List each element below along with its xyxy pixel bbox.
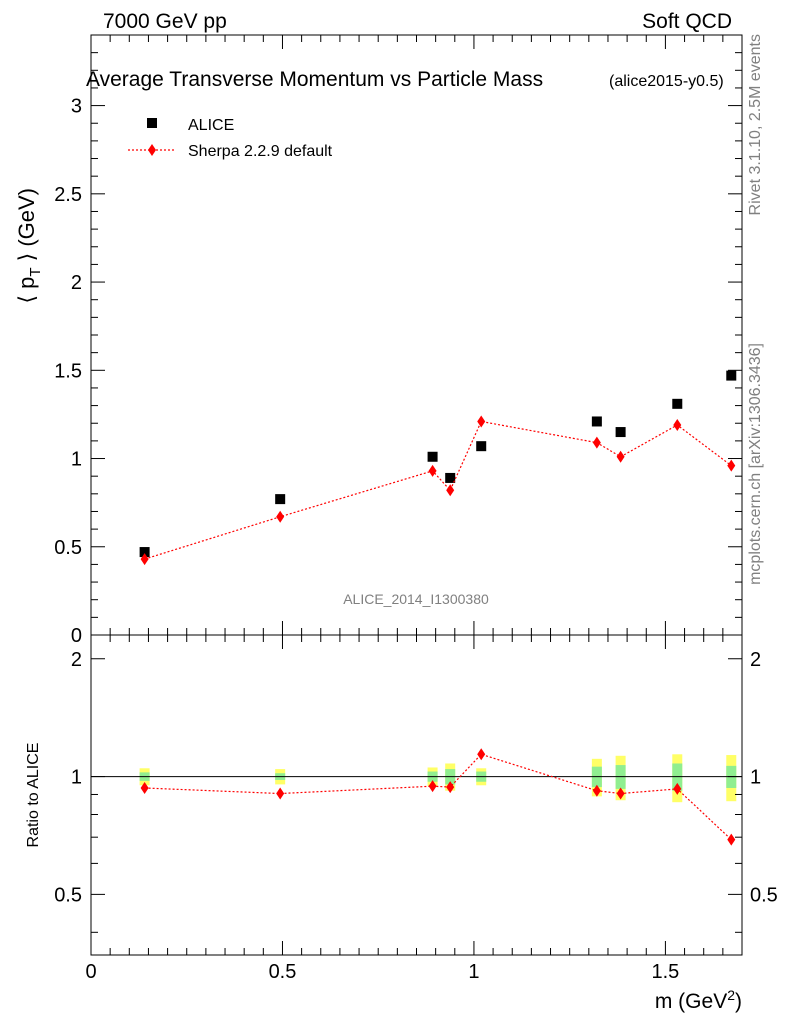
x-tick-label: 0 — [85, 961, 96, 983]
ratio-y-tick-label: 1 — [71, 767, 82, 789]
x-axis-label: m (GeV2) — [655, 987, 742, 1013]
ratio-ylabel: Ratio to ALICE — [25, 743, 42, 848]
alice-data-point — [476, 441, 487, 452]
main-y-tick-label: 0 — [71, 625, 82, 647]
main-y-tick-label: 2.5 — [54, 184, 82, 206]
ratio-plot-panel: 0.5 0.5 1 1 2 2 0 0.5 1 1.5 Ratio to ALICE m (Ge… — [25, 634, 778, 1013]
main-subtitle: (alice2015-y0.5) — [609, 73, 724, 90]
sherpa-data-point — [428, 464, 437, 477]
main-watermark: ALICE_2014_I1300380 — [343, 591, 489, 607]
ratio-y-tick-label-right: 1 — [750, 767, 761, 789]
main-y-tick-label: 1.5 — [54, 360, 82, 382]
main-y-tick-label: 1 — [71, 449, 82, 471]
alice-data-point — [615, 427, 626, 438]
legend-alice-label: ALICE — [188, 117, 234, 134]
sherpa-data-point — [140, 553, 149, 566]
ratio-series-layer — [140, 748, 736, 846]
ratio-y-tick-label-right: 2 — [750, 649, 761, 671]
alice-data-point — [275, 494, 286, 505]
alice-data-point — [672, 398, 683, 409]
x-tick-label: 1.5 — [652, 961, 680, 983]
ratio-data-point — [616, 787, 625, 800]
sherpa-data-point — [727, 459, 736, 472]
mcplots-label: mcplots.cern.ch [arXiv:1306.3436] — [747, 343, 764, 585]
sherpa-data-point — [446, 484, 455, 497]
main-series-line — [144, 420, 732, 560]
x-tick-label: 1 — [468, 961, 479, 983]
main-series-layer — [139, 370, 737, 566]
main-plot-panel: 0 0.5 1 1.5 2 2.5 3 ALICE_2014_I1300380 Averag… — [14, 34, 743, 647]
sherpa-data-point — [592, 436, 601, 449]
header-right: Soft QCD — [642, 10, 732, 33]
sherpa-data-point — [477, 415, 486, 428]
alice-data-point — [726, 370, 737, 381]
ratio-frame — [90, 634, 743, 956]
alice-data-point — [445, 472, 456, 483]
ratio-stat-band — [672, 763, 683, 791]
sherpa-data-point — [616, 450, 625, 463]
alice-data-point — [427, 451, 438, 462]
ratio-data-point — [477, 748, 486, 761]
ratio-y-ticks: 0.5 0.5 1 1 2 2 — [54, 649, 778, 933]
legend: ALICE Sherpa 2.2.9 default — [128, 117, 333, 160]
main-y-ticks: 0 0.5 1 1.5 2 2.5 3 — [54, 34, 742, 647]
ratio-data-point — [428, 780, 437, 793]
alice-data-point — [139, 547, 150, 558]
legend-sherpa-marker — [148, 144, 156, 156]
rivet-label: Rivet 3.1.10, 2.5M events — [747, 34, 764, 215]
ratio-data-point — [140, 781, 149, 794]
main-ylabel: ⟨ pT ⟩ (GeV) — [14, 188, 44, 304]
ratio-data-point — [276, 787, 285, 800]
alice-data-point — [591, 416, 602, 427]
ratio-series-line — [144, 753, 732, 841]
ratio-y-tick-label: 2 — [71, 649, 82, 671]
sherpa-data-point — [673, 419, 682, 431]
ratio-bands-layer — [139, 754, 737, 803]
main-y-tick-label: 0.5 — [54, 537, 82, 559]
ratio-data-point — [673, 782, 682, 795]
main-x-ticks — [90, 35, 743, 635]
x-tick-label: 0.5 — [269, 961, 297, 983]
header-left: 7000 GeV pp — [103, 10, 227, 33]
ratio-data-point — [727, 833, 736, 846]
sherpa-data-point — [276, 510, 285, 523]
ratio-data-point — [592, 784, 601, 797]
legend-alice-marker — [147, 118, 157, 128]
ratio-y-tick-label: 0.5 — [54, 884, 82, 906]
ratio-data-point — [446, 781, 455, 794]
main-y-tick-label: 2 — [71, 272, 82, 294]
ratio-y-tick-label-right: 0.5 — [750, 884, 778, 906]
legend-sherpa-label: Sherpa 2.2.9 default — [188, 143, 333, 160]
main-title: Average Transverse Momentum vs Particle … — [86, 68, 543, 91]
main-y-tick-label: 3 — [71, 96, 82, 118]
ratio-x-ticks: 0 0.5 1 1.5 — [85, 635, 743, 983]
